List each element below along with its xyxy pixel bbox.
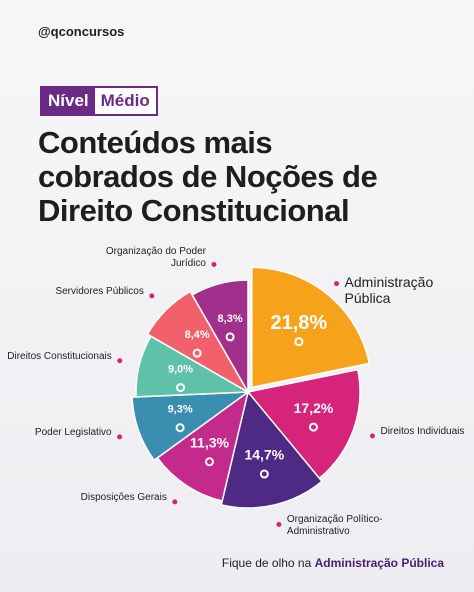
badge-label: Nível — [42, 88, 95, 114]
marker-dot — [225, 332, 235, 342]
marker-dot — [175, 423, 185, 433]
leader-dot — [369, 433, 375, 439]
category-label: Administração Pública — [344, 273, 434, 306]
badge-level: Médio — [94, 88, 156, 114]
pie-slice — [156, 390, 250, 502]
value-label: 9,0% — [168, 363, 193, 375]
category-label: Direitos Constitucionais — [7, 350, 112, 362]
marker-dot — [192, 348, 202, 358]
category-label: Organização do Poder Jurídico — [105, 246, 206, 270]
category-label: Poder Legislativo — [34, 426, 112, 438]
value-label: 8,3% — [218, 313, 243, 325]
badge: Nível Médio — [40, 86, 158, 116]
category-label: Disposições Gerais — [80, 491, 167, 503]
leader-dot — [276, 521, 282, 527]
pie-slice — [131, 391, 251, 462]
marker-dot — [176, 383, 186, 393]
category-label: Servidores Públicos — [55, 285, 144, 297]
leader-dot — [211, 261, 217, 267]
marker-dot — [259, 469, 269, 479]
category-label: Organização Político-Administrativo — [286, 514, 383, 538]
footer: Fique de olho na Administração Pública — [222, 556, 444, 570]
pie-slice — [191, 279, 249, 395]
value-label: 8,4% — [185, 329, 210, 341]
pie-slice — [220, 390, 323, 509]
leader-dot — [117, 434, 123, 440]
value-label: 9,3% — [168, 404, 193, 416]
value-label: 17,2% — [294, 400, 334, 416]
pie-slice — [251, 266, 371, 389]
value-label: 21,8% — [270, 312, 327, 334]
marker-dot — [294, 337, 304, 347]
pie-slice — [246, 368, 361, 480]
leader-dot — [149, 293, 155, 299]
leader-dot — [117, 358, 123, 364]
marker-dot — [308, 422, 318, 432]
marker-dot — [205, 457, 215, 467]
value-label: 11,3% — [190, 435, 229, 451]
category-label: Direitos Individuais — [380, 425, 465, 437]
pie-slice — [146, 290, 251, 395]
footer-highlight: Administração Pública — [314, 556, 444, 570]
value-label: 14,7% — [244, 447, 284, 463]
leader-dot — [334, 281, 340, 287]
handle: @qconcursos — [38, 24, 125, 39]
chart-title: Conteúdos mais cobrados de Noções de Dir… — [38, 125, 378, 228]
leader-dot — [172, 499, 178, 505]
footer-text: Fique de olho na — [221, 556, 312, 570]
